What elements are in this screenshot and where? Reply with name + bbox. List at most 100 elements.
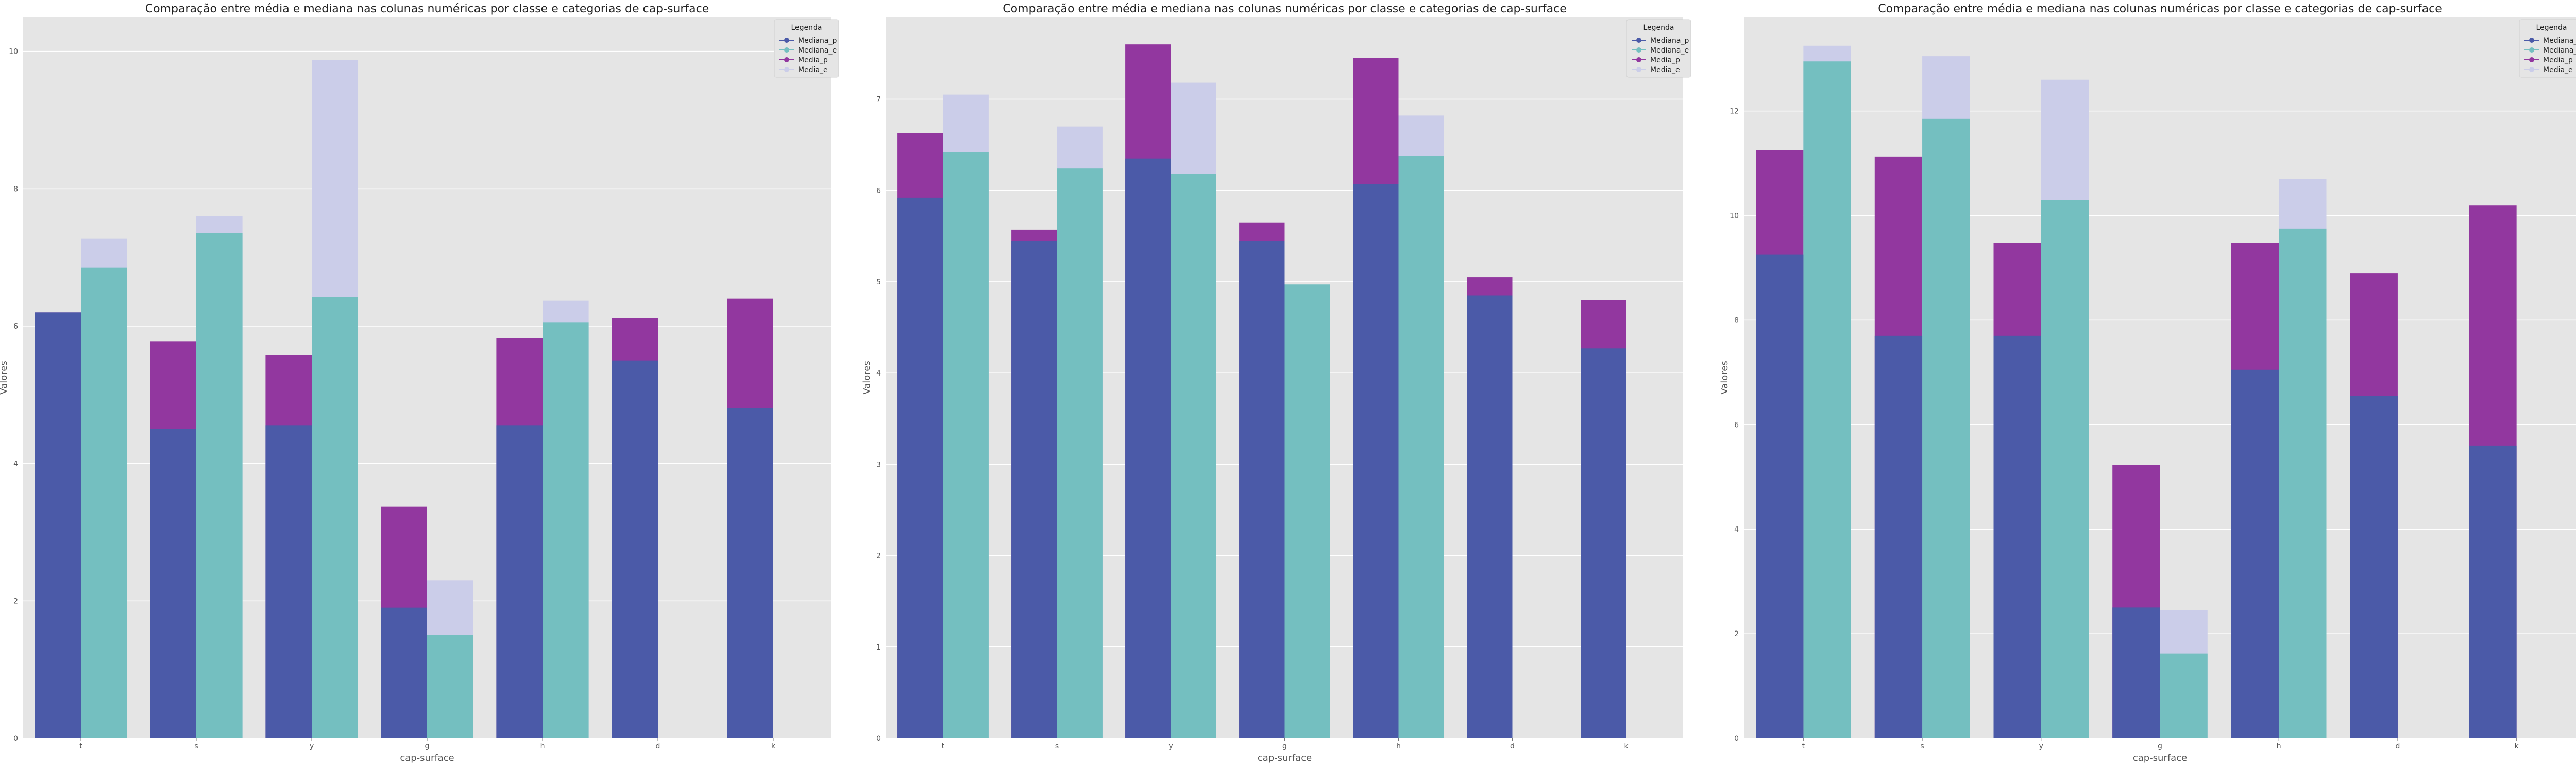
bar-mediana_p-h bbox=[2231, 369, 2279, 738]
legend-entry-media_e: Media_e bbox=[798, 66, 828, 74]
legend-title: Legenda bbox=[791, 24, 822, 32]
bar-mediana_p-h bbox=[1353, 184, 1399, 738]
x-tick-label: k bbox=[2515, 742, 2519, 751]
bar-mediana_e-t bbox=[943, 152, 989, 739]
bar-mediana_e-g bbox=[2160, 653, 2208, 738]
y-tick-label: 6 bbox=[13, 322, 18, 331]
y-tick-label: 0 bbox=[1734, 735, 1739, 743]
legend-entry-media_e: Media_e bbox=[1650, 66, 1680, 74]
legend-marker bbox=[2529, 47, 2534, 53]
legend-entry-media_e: Media_e bbox=[2543, 66, 2573, 74]
y-tick-label: 4 bbox=[876, 369, 881, 378]
y-axis-label: Valores bbox=[0, 361, 9, 394]
bar-mediana_e-g bbox=[1284, 284, 1330, 738]
legend-marker bbox=[784, 47, 789, 53]
bar-mediana_p-k bbox=[1581, 348, 1626, 738]
x-tick-label: k bbox=[771, 742, 776, 751]
x-axis-label: cap-surface bbox=[2133, 753, 2187, 763]
bar-mediana_e-t bbox=[1803, 61, 1851, 738]
legend-entry-mediana_e: Mediana_e bbox=[1650, 46, 1689, 55]
legend-entry-media_p: Media_p bbox=[1650, 56, 1680, 64]
legend-entry-mediana_p: Mediana_p bbox=[1650, 37, 1689, 45]
y-tick-label: 3 bbox=[876, 461, 881, 469]
legend-marker bbox=[784, 38, 789, 43]
y-tick-label: 10 bbox=[1730, 212, 1739, 220]
y-tick-label: 2 bbox=[1734, 630, 1739, 638]
x-tick-label: s bbox=[194, 742, 198, 751]
legend-entry-media_p: Media_p bbox=[798, 56, 828, 64]
x-tick-label: y bbox=[1168, 742, 1173, 751]
y-tick-label: 6 bbox=[876, 187, 881, 195]
bar-mediana_p-k bbox=[727, 408, 773, 738]
legend-marker bbox=[784, 67, 789, 72]
legend-title: Legenda bbox=[2536, 24, 2567, 32]
x-axis-label: cap-surface bbox=[400, 753, 454, 763]
bar-mediana_p-h bbox=[496, 425, 543, 738]
y-axis-label: Valores bbox=[1719, 361, 1730, 394]
bar-mediana_p-t bbox=[35, 312, 81, 738]
bar-mediana_e-g bbox=[427, 635, 473, 738]
y-tick-label: 8 bbox=[13, 185, 18, 193]
legend-marker bbox=[1636, 47, 1641, 53]
legend-marker bbox=[1636, 38, 1641, 43]
bar-mediana_e-h bbox=[2279, 228, 2327, 738]
y-tick-label: 4 bbox=[1734, 525, 1739, 534]
bar-mediana_e-t bbox=[81, 267, 127, 738]
legend-title: Legenda bbox=[1643, 24, 1674, 32]
bar-mediana_e-s bbox=[196, 233, 243, 738]
y-tick-label: 12 bbox=[1730, 108, 1739, 116]
x-axis-label: cap-surface bbox=[1258, 753, 1312, 763]
y-tick-label: 0 bbox=[876, 735, 881, 743]
bar-mediana_e-y bbox=[312, 297, 358, 738]
bar-mediana_p-s bbox=[150, 429, 196, 738]
y-axis-label: Valores bbox=[861, 361, 872, 394]
legend-box bbox=[2519, 19, 2576, 78]
y-tick-label: 4 bbox=[13, 460, 18, 468]
x-tick-label: t bbox=[942, 742, 945, 751]
y-tick-label: 7 bbox=[876, 95, 881, 104]
y-tick-label: 6 bbox=[1734, 421, 1739, 429]
y-tick-label: 5 bbox=[876, 278, 881, 286]
legend-box bbox=[774, 19, 839, 78]
chart-panel-3: 0 2 4 6 8 10 12 t s y g h d k Comparação entre média e… bbox=[1719, 3, 2576, 763]
y-tick-label: 8 bbox=[1734, 316, 1739, 325]
chart-title: Comparação entre média e mediana nas col… bbox=[1878, 3, 2442, 15]
bar-mediana_p-y bbox=[1993, 335, 2041, 738]
legend-entry-mediana_e: Mediana_e bbox=[2543, 46, 2576, 55]
chart-title: Comparação entre média e mediana nas col… bbox=[1003, 3, 1567, 15]
bar-mediana_p-d bbox=[612, 360, 658, 738]
bar-mediana_e-y bbox=[2041, 200, 2089, 738]
bar-mediana_p-t bbox=[897, 197, 943, 738]
legend-marker bbox=[1636, 57, 1641, 62]
x-tick-label: g bbox=[2158, 742, 2162, 751]
chart-title: Comparação entre média e mediana nas col… bbox=[145, 3, 709, 15]
y-tick-label: 0 bbox=[13, 735, 18, 743]
x-tick-label: t bbox=[79, 742, 82, 751]
x-tick-label: h bbox=[540, 742, 545, 751]
x-tick-label: g bbox=[1282, 742, 1287, 751]
bar-mediana_p-g bbox=[1239, 241, 1285, 738]
y-tick-label: 2 bbox=[876, 552, 881, 560]
bar-mediana_e-s bbox=[1922, 118, 1970, 739]
legend-entry-mediana_p: Mediana_p bbox=[798, 37, 837, 45]
x-tick-label: g bbox=[425, 742, 430, 751]
legend-entry-media_p: Media_p bbox=[2543, 56, 2573, 64]
bar-mediana_p-g bbox=[381, 607, 427, 738]
x-tick-label: s bbox=[1920, 742, 1924, 751]
y-tick-label: 1 bbox=[876, 643, 881, 652]
x-tick-label: d bbox=[2395, 742, 2400, 751]
x-tick-label: k bbox=[1624, 742, 1629, 751]
y-tick-label: 2 bbox=[13, 597, 18, 605]
bar-mediana_p-s bbox=[1874, 335, 1923, 738]
legend-marker bbox=[784, 57, 789, 62]
bar-mediana_p-k bbox=[2469, 445, 2517, 738]
x-tick-label: s bbox=[1055, 742, 1059, 751]
bar-mediana_e-h bbox=[543, 322, 589, 738]
x-tick-label: t bbox=[1802, 742, 1805, 751]
legend-box bbox=[1626, 19, 1691, 78]
legend-entry-mediana_e: Mediana_e bbox=[798, 46, 837, 55]
bar-mediana_p-d bbox=[2350, 396, 2398, 738]
x-tick-label: y bbox=[310, 742, 314, 751]
